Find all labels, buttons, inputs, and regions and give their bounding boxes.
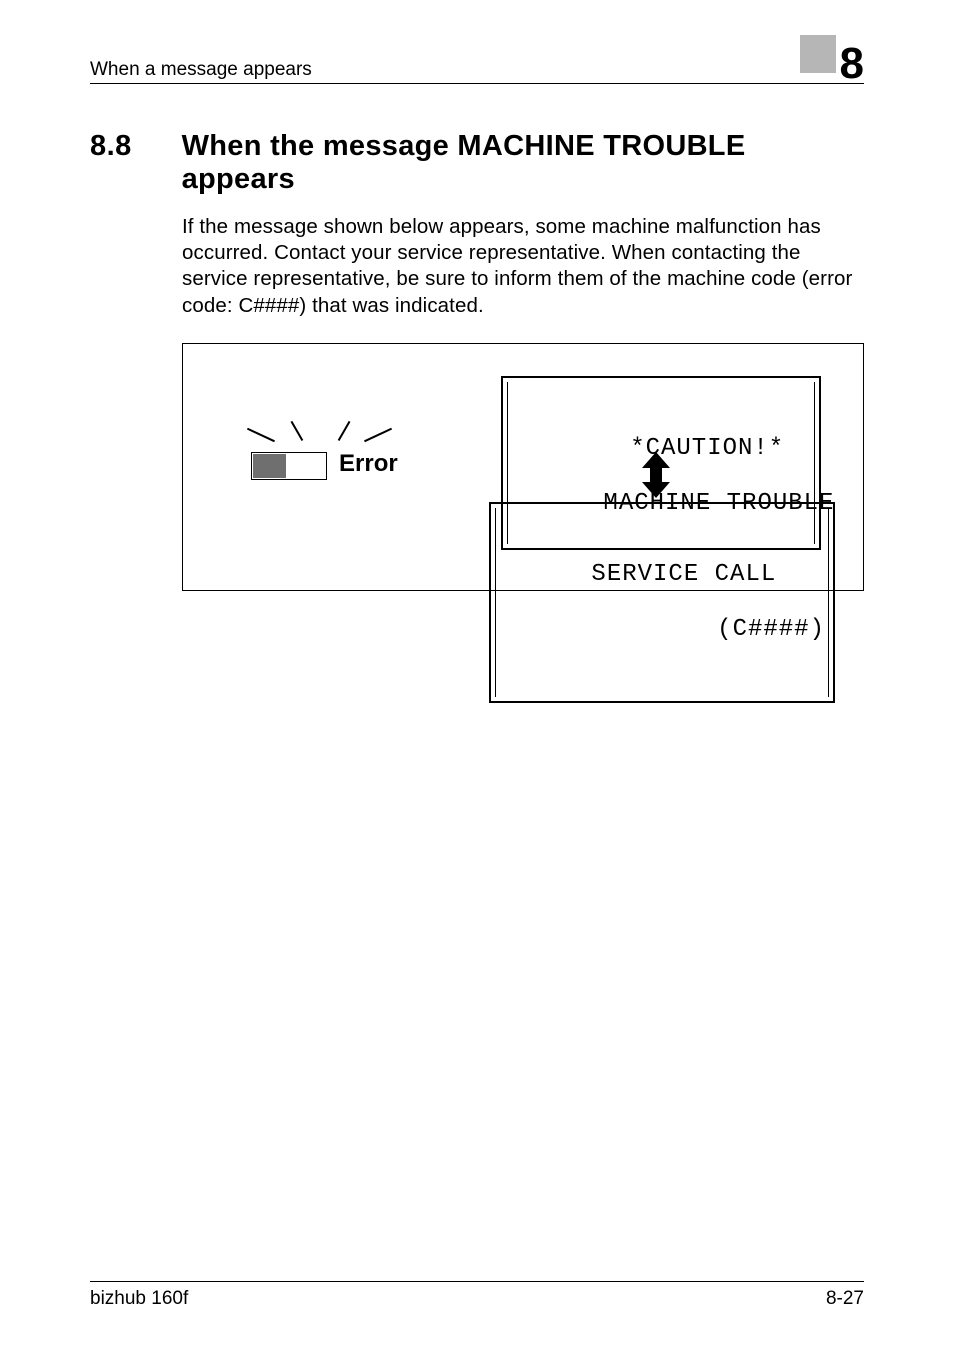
section-title: When the message MACHINE TROUBLE appears (182, 130, 864, 196)
footer-page: 8-27 (826, 1288, 864, 1310)
error-ray-icon (291, 421, 304, 441)
lcd-inner-border (495, 508, 829, 697)
section-heading: 8.8 When the message MACHINE TROUBLE app… (90, 130, 864, 196)
lcd-display-service: SERVICE CALL (C####) (489, 502, 835, 703)
error-label: Error (339, 450, 398, 478)
running-header-text: When a message appears (90, 59, 312, 81)
chapter-badge: 8 (800, 35, 864, 81)
up-down-arrow-icon (638, 452, 674, 498)
chapter-badge-bg (800, 35, 836, 73)
figure-container: Error *CAUTION!* MACHINE TROUBLE SERVICE… (182, 343, 864, 591)
error-ray-icon (247, 428, 275, 442)
section-number: 8.8 (90, 130, 182, 196)
page-footer: bizhub 160f 8-27 (90, 1281, 864, 1310)
error-ray-icon (338, 421, 351, 441)
error-led-indicator (251, 452, 327, 480)
footer-product: bizhub 160f (90, 1288, 188, 1310)
running-header: When a message appears 8 (90, 35, 864, 84)
error-ray-icon (364, 428, 392, 442)
error-led-fill (253, 454, 286, 478)
body-paragraph: If the message shown below appears, some… (182, 214, 864, 319)
chapter-number: 8 (840, 39, 864, 89)
